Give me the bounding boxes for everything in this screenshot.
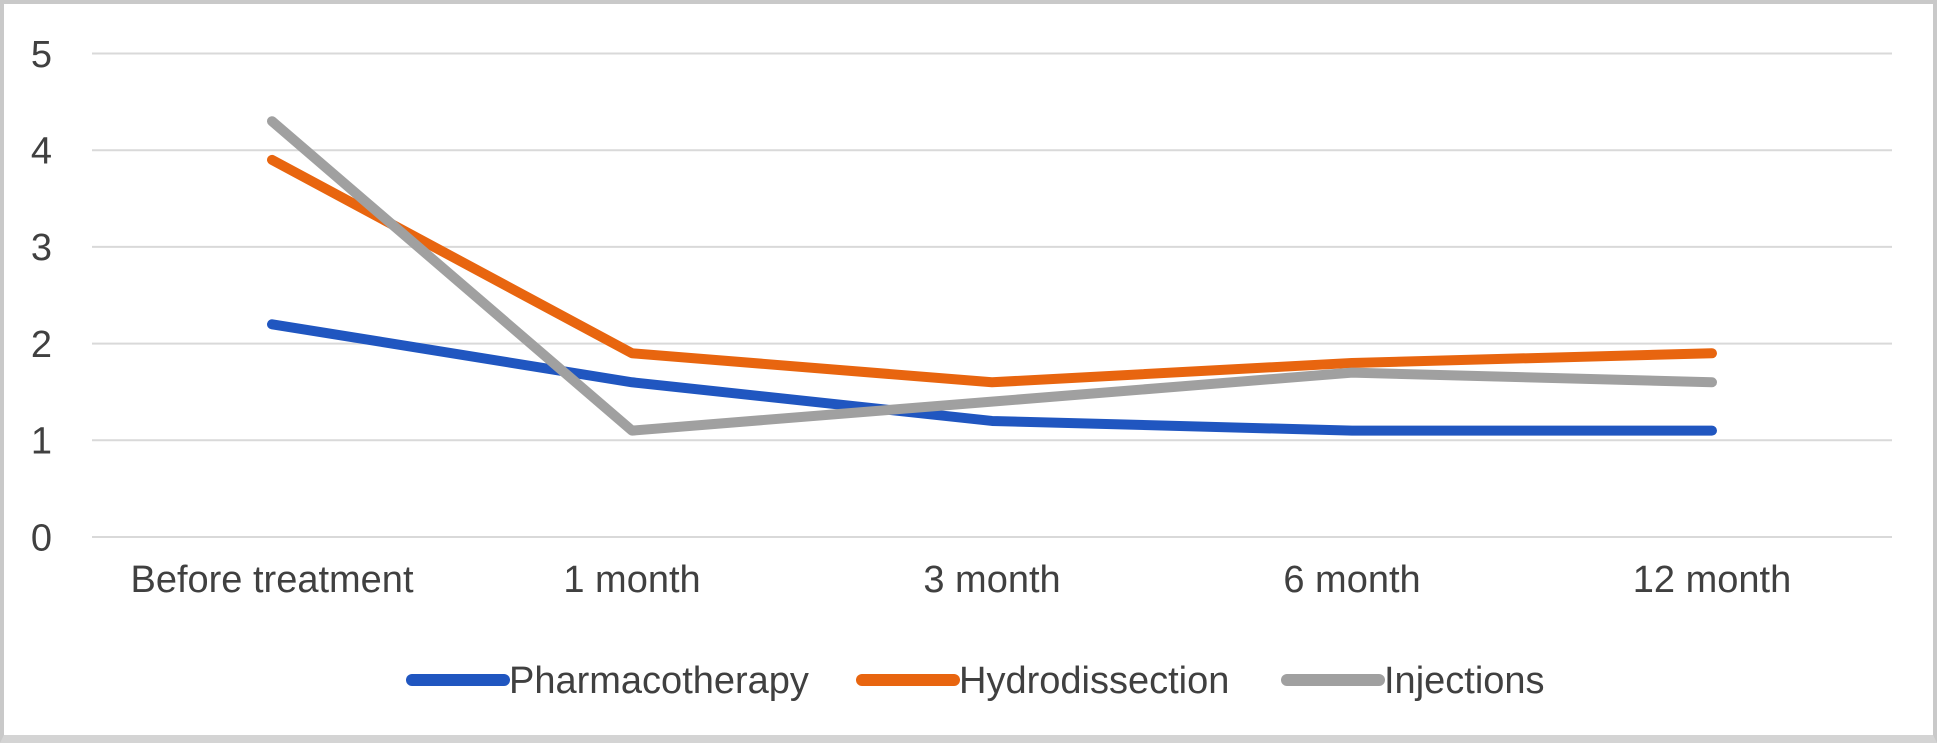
x-axis-labels: Before treatment 1 month 3 month 6 month 12 … — [130, 559, 1791, 601]
y-tick-label-1: 1 — [31, 421, 52, 463]
x-category-label-3: 3 month — [923, 559, 1060, 601]
x-category-label-2: 1 month — [563, 559, 700, 601]
y-tick-label-0: 0 — [31, 517, 52, 559]
series-lines — [267, 116, 1717, 436]
x-category-label-1: Before treatment — [130, 559, 413, 601]
y-tick-label-3: 3 — [31, 227, 52, 269]
x-category-label-5: 12 month — [1633, 559, 1791, 601]
y-tick-label-5: 5 — [31, 34, 52, 76]
line-chart: 0 1 2 3 4 5 Before treatment 1 month 3 month 6 m… — [31, 34, 1892, 702]
series-line-pharmacotherapy — [267, 319, 1717, 436]
legend-item-pharmacotherapy: Pharmacotherapy — [406, 660, 809, 702]
y-tick-label-2: 2 — [31, 324, 52, 366]
legend-item-hydrodissection: Hydrodissection — [856, 660, 1229, 702]
legend-label-hydrodissection: Hydrodissection — [959, 660, 1229, 702]
series-line-hydrodissection — [267, 154, 1717, 388]
y-axis-labels: 0 1 2 3 4 5 — [31, 34, 52, 559]
legend: Pharmacotherapy Hydrodissection Injections — [406, 660, 1545, 702]
series-line-injections — [267, 116, 1717, 436]
gridlines — [92, 52, 1892, 538]
legend-item-injections: Injections — [1281, 660, 1545, 702]
legend-label-pharmacotherapy: Pharmacotherapy — [509, 660, 809, 702]
x-category-label-4: 6 month — [1283, 559, 1420, 601]
legend-label-injections: Injections — [1384, 660, 1545, 702]
y-tick-label-4: 4 — [31, 131, 52, 173]
